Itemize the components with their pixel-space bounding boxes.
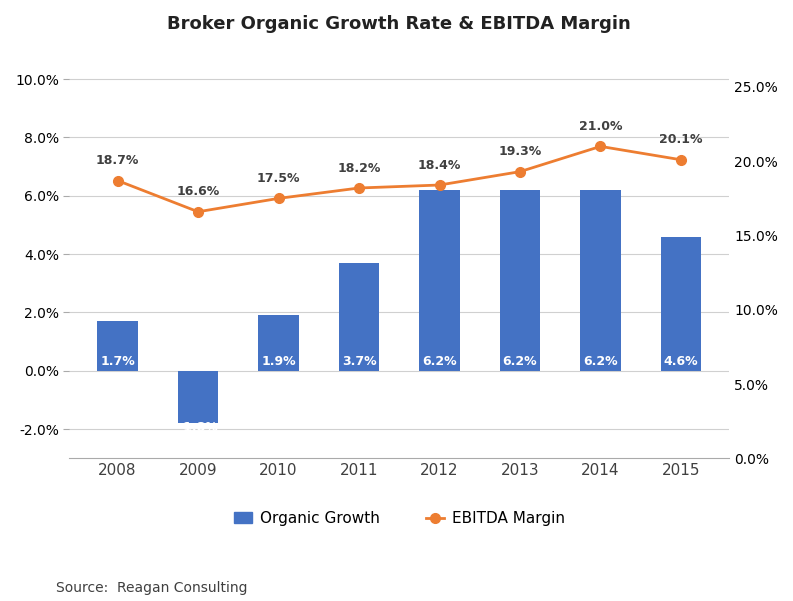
Text: 4.6%: 4.6%	[664, 355, 699, 368]
Bar	[178, 371, 218, 423]
Bar	[580, 190, 621, 371]
Text: 17.5%: 17.5%	[257, 172, 301, 185]
Text: 18.7%: 18.7%	[96, 154, 140, 167]
Text: 16.6%: 16.6%	[176, 185, 220, 198]
Bar	[98, 321, 138, 371]
Text: 21.0%: 21.0%	[579, 120, 623, 133]
Text: 6.2%: 6.2%	[503, 355, 538, 368]
Bar	[500, 190, 540, 371]
Text: 18.2%: 18.2%	[337, 162, 381, 175]
Text: Source:  Reagan Consulting: Source: Reagan Consulting	[56, 581, 247, 595]
Bar	[259, 316, 299, 371]
Legend: Organic Growth, EBITDA Margin: Organic Growth, EBITDA Margin	[234, 511, 565, 526]
Text: -1.8%: -1.8%	[178, 421, 218, 434]
Text: 1.9%: 1.9%	[261, 355, 296, 368]
Bar	[661, 237, 701, 371]
Text: 6.2%: 6.2%	[583, 355, 618, 368]
Text: 1.7%: 1.7%	[100, 355, 135, 368]
Text: 3.7%: 3.7%	[342, 355, 377, 368]
Text: 20.1%: 20.1%	[659, 133, 703, 147]
Text: 6.2%: 6.2%	[422, 355, 457, 368]
Bar	[339, 263, 379, 371]
Text: 19.3%: 19.3%	[498, 145, 542, 158]
Title: Broker Organic Growth Rate & EBITDA Margin: Broker Organic Growth Rate & EBITDA Marg…	[167, 15, 631, 33]
Text: 18.4%: 18.4%	[418, 159, 462, 172]
Bar	[419, 190, 460, 371]
